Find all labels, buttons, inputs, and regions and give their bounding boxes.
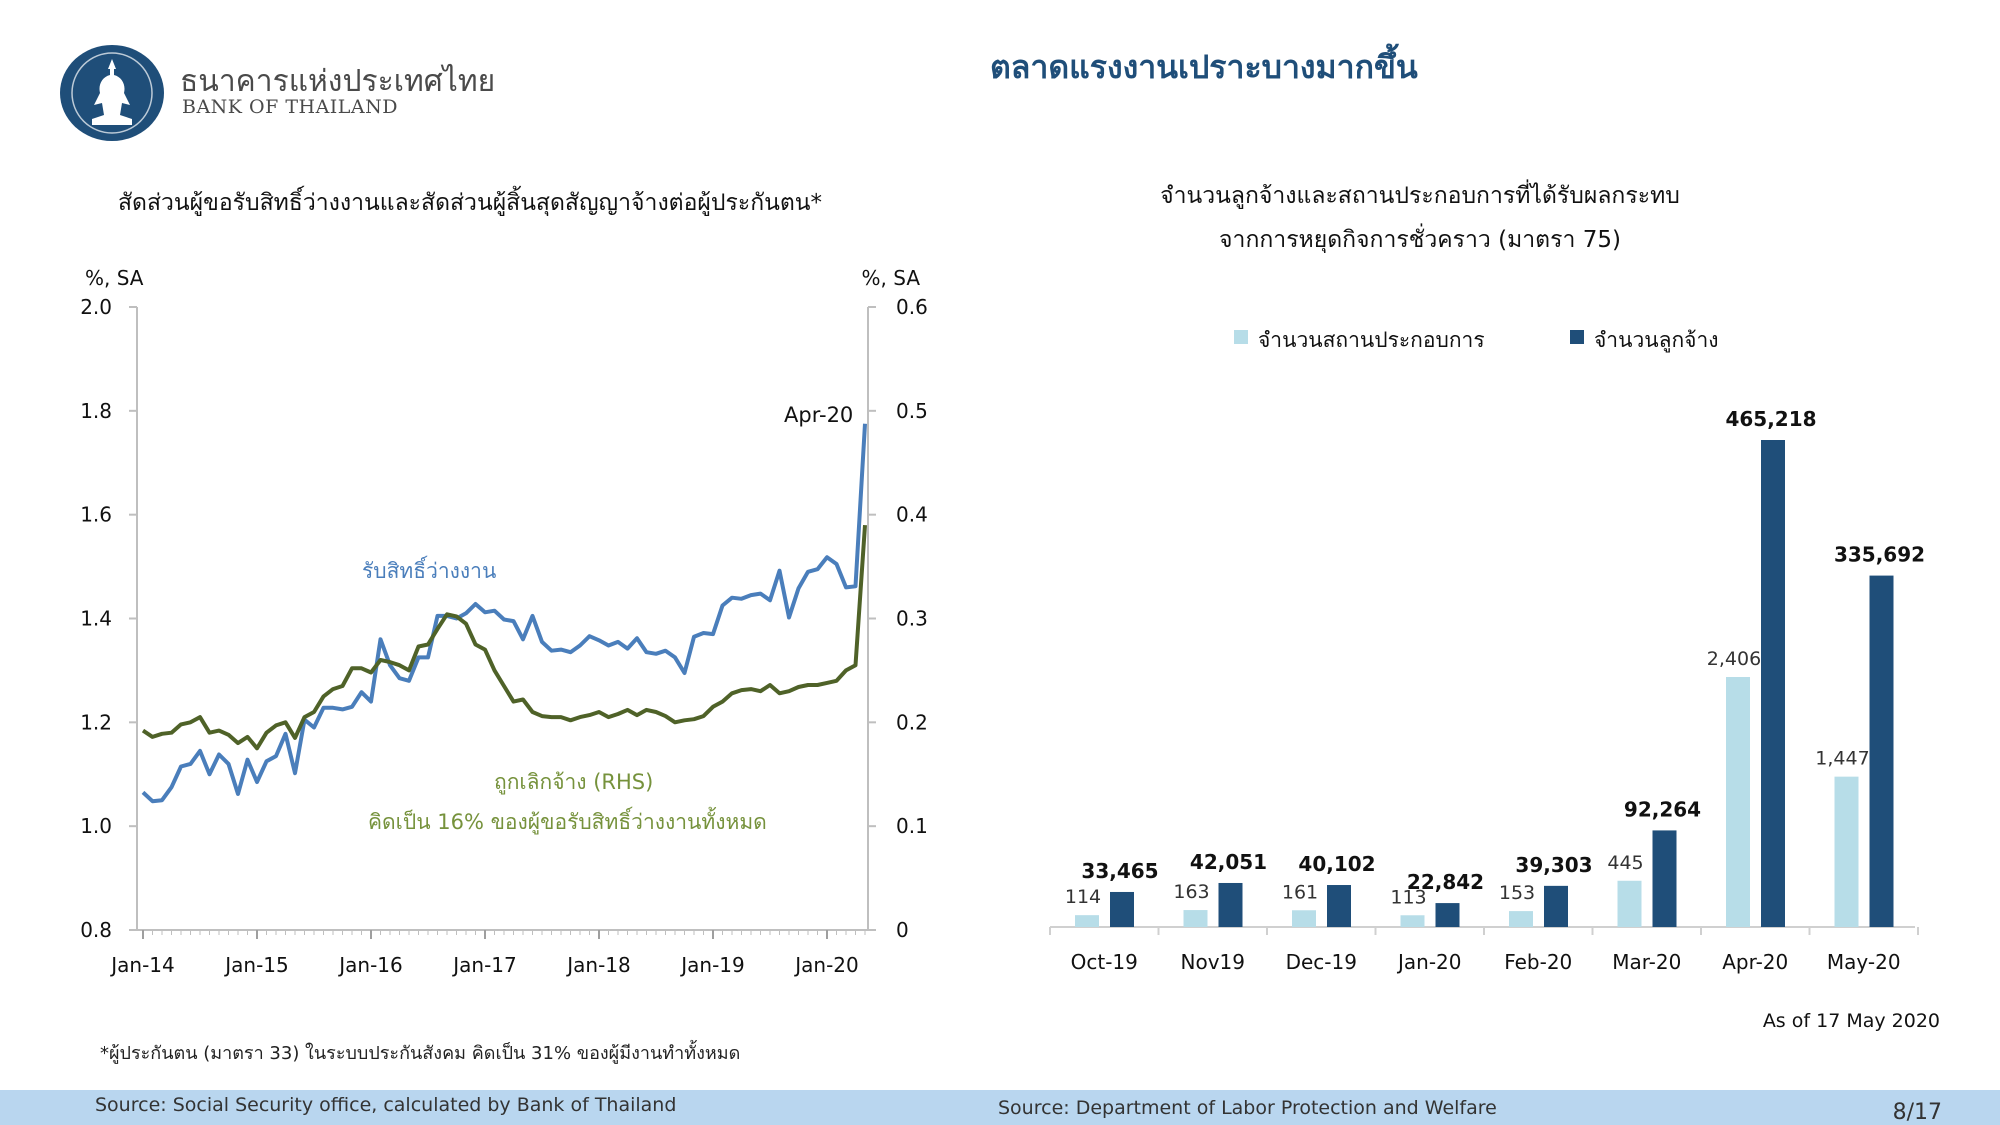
left-y-tick-label: 0.8	[80, 918, 112, 942]
x-tick-label: Jan-15	[223, 953, 289, 977]
bar-category-label: Nov19	[1181, 950, 1245, 974]
right-y-tick-label: 0.1	[896, 814, 928, 838]
page-title: ตลาดแรงงานเปราะบางมากขึ้น	[990, 48, 1418, 86]
right-axis-unit: %, SA	[862, 266, 921, 290]
bar-employees	[1869, 575, 1894, 927]
org-name-english: BANK OF THAILAND	[182, 96, 399, 118]
data-label-establishments: 2,406	[1707, 648, 1761, 670]
right-y-tick-label: 0.4	[896, 503, 928, 527]
as-of-date: As of 17 May 2020	[1762, 1010, 1940, 1032]
data-label-establishments: 163	[1173, 881, 1209, 903]
data-label-employees: 39,303	[1515, 853, 1592, 877]
left-y-tick-label: 2.0	[80, 295, 112, 319]
legend-label-establishments: จำนวนสถานประกอบการ	[1258, 328, 1485, 352]
series-label-layoffs: ถูกเลิกจ้าง (RHS)	[494, 770, 653, 795]
footnote: *ผู้ประกันตน (มาตรา 33) ในระบบประกันสังค…	[100, 1043, 741, 1064]
bar-employees	[1218, 882, 1243, 927]
left-y-tick-label: 1.2	[80, 710, 112, 734]
data-label-establishments: 161	[1282, 881, 1318, 903]
bar-establishments	[1726, 677, 1750, 927]
source-bar	[0, 1090, 2000, 1125]
data-label-establishments: 113	[1390, 886, 1426, 908]
affected-employees-bar-chart: จำนวนสถานประกอบการ จำนวนลูกจ้าง 114 33,46…	[1049, 328, 1925, 974]
left-y-tick-label: 1.4	[80, 607, 112, 631]
bar-establishments	[1509, 911, 1533, 927]
bar-employees	[1652, 830, 1677, 927]
data-label-employees: 92,264	[1624, 797, 1701, 821]
layoffs-share-note: คิดเป็น 16% ของผู้ขอรับสิทธิ์ว่างงานทั้ง…	[368, 806, 767, 835]
right-y-tick-label: 0.3	[896, 607, 928, 631]
bar-category-label: Feb-20	[1504, 950, 1572, 974]
source-right: Source: Department of Labor Protection a…	[998, 1097, 1497, 1119]
left-y-tick-label: 1.6	[80, 503, 112, 527]
right-y-tick-label: 0	[896, 918, 909, 942]
data-label-employees: 33,465	[1081, 859, 1158, 883]
page-number: 8/17	[1892, 1100, 1942, 1125]
right-y-tick-label: 0.2	[896, 710, 928, 734]
bar-employees	[1435, 903, 1460, 927]
data-label-employees: 465,218	[1725, 407, 1816, 431]
data-label-employees: 22,842	[1407, 870, 1484, 894]
peak-annotation: Apr-20	[784, 403, 853, 427]
bar-establishments	[1400, 915, 1425, 927]
legend-swatch-employees	[1570, 330, 1584, 344]
series-label-unemployment-claims: รับสิทธิ์ว่างงาน	[362, 555, 496, 583]
bar-employees	[1327, 885, 1351, 927]
bar-establishments	[1075, 915, 1099, 927]
bar-employees	[1544, 885, 1568, 927]
data-label-establishments: 445	[1607, 852, 1643, 874]
x-tick-label: Jan-16	[337, 953, 403, 977]
right-y-tick-label: 0.6	[896, 295, 928, 319]
bar-employees	[1110, 891, 1134, 927]
x-tick-label: Jan-18	[565, 953, 631, 977]
bar-category-label: Mar-20	[1612, 950, 1681, 974]
left-axis-unit: %, SA	[85, 266, 144, 290]
unemployment-line-chart: %, SA %, SA 0.8 1.0 1.2 1.4 1.6 1.8 2.0 0 0.1 0.2…	[80, 266, 928, 977]
bar-establishments	[1183, 910, 1208, 927]
bar-establishments	[1617, 880, 1642, 927]
data-label-establishments: 153	[1499, 882, 1535, 904]
org-name-thai: ธนาคารแห่งประเทศไทย	[180, 64, 496, 99]
bar-employees	[1761, 440, 1785, 927]
data-label-employees: 40,102	[1298, 852, 1375, 876]
bank-of-thailand-seal-icon	[60, 45, 164, 141]
x-tick-label: Jan-19	[679, 953, 745, 977]
x-tick-label: Jan-14	[109, 953, 175, 977]
bar-category-label: May-20	[1827, 950, 1901, 974]
right-y-tick-label: 0.5	[896, 399, 928, 423]
right-chart-title-line1: จำนวนลูกจ้างและสถานประกอบการที่ได้รับผลก…	[1160, 183, 1680, 209]
bar-establishments	[1292, 910, 1316, 927]
data-label-employees: 42,051	[1190, 850, 1267, 874]
bar-category-label: Jan-20	[1396, 950, 1462, 974]
legend-swatch-establishments	[1234, 330, 1248, 344]
bar-category-label: Apr-20	[1722, 950, 1788, 974]
data-label-establishments: 1,447	[1815, 748, 1869, 770]
series-line-layoffs	[141, 524, 867, 751]
x-tick-label: Jan-17	[451, 953, 517, 977]
source-left: Source: Social Security office, calculat…	[95, 1094, 677, 1116]
bar-category-label: Oct-19	[1071, 950, 1138, 974]
x-tick-label: Jan-20	[793, 953, 859, 977]
right-chart-title-line2: จากการหยุดกิจการชั่วคราว (มาตรา 75)	[1219, 227, 1621, 253]
bar-establishments	[1834, 776, 1859, 927]
left-y-tick-label: 1.0	[80, 814, 112, 838]
left-chart-title: สัดส่วนผู้ขอรับสิทธิ์ว่างงานและสัดส่วนผู…	[117, 190, 823, 216]
bar-category-label: Dec-19	[1286, 950, 1357, 974]
series-line-unemployment-claims	[141, 423, 867, 804]
legend-label-employees: จำนวนลูกจ้าง	[1594, 328, 1719, 353]
data-label-employees: 335,692	[1834, 543, 1925, 567]
data-label-establishments: 114	[1065, 886, 1101, 908]
left-y-tick-label: 1.8	[80, 399, 112, 423]
